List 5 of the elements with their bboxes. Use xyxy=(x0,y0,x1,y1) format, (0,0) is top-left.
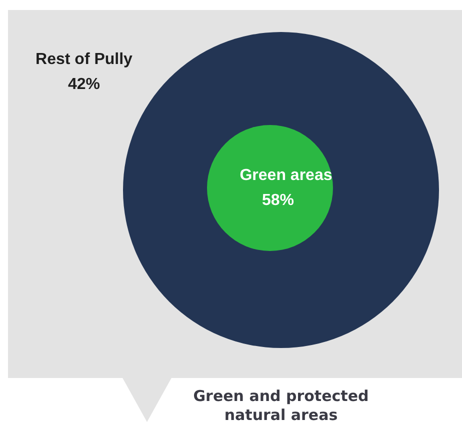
data-label: 58% xyxy=(262,192,294,209)
data-label: 42% xyxy=(68,76,100,93)
category-label: Green areas xyxy=(240,167,332,184)
category-label: Rest of Pully xyxy=(36,51,133,68)
text: Green and protected natural areas xyxy=(193,387,369,424)
